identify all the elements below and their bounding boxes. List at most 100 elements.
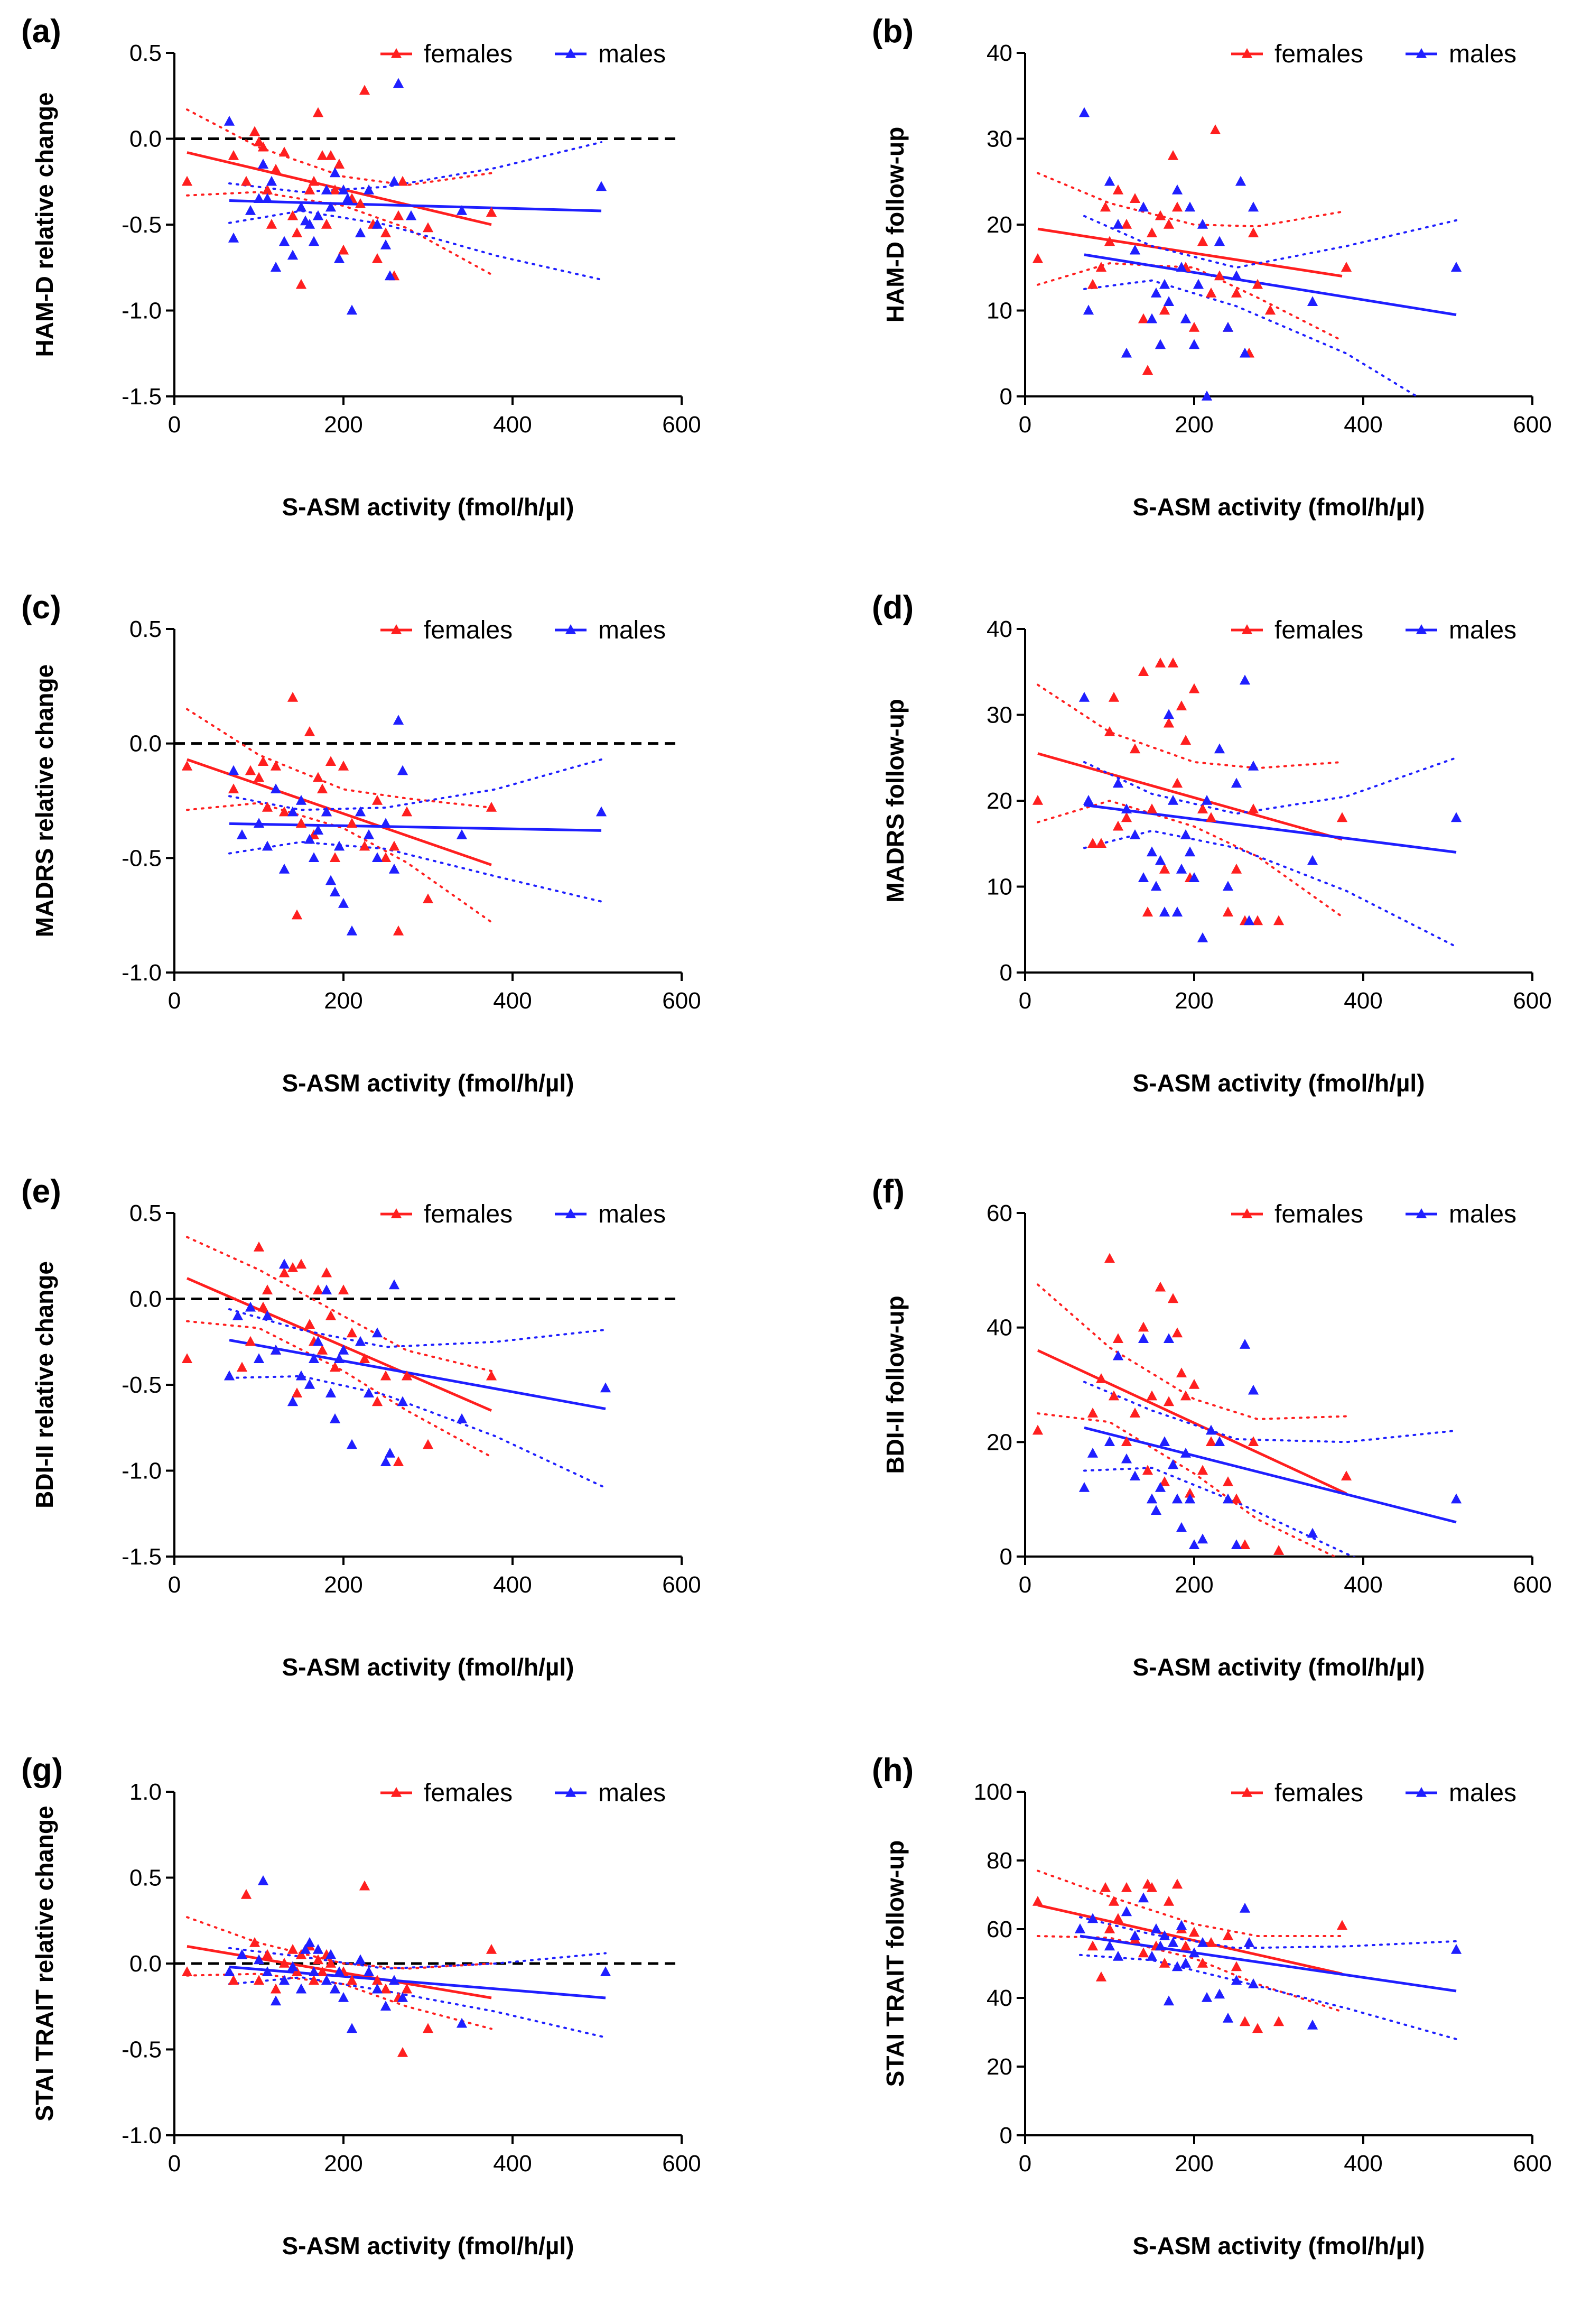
females-ci-upper-line (1037, 172, 1343, 228)
males-data-point (1248, 1384, 1259, 1395)
females-data-point (1095, 838, 1107, 848)
males-data-point (333, 253, 345, 263)
males-data-point (329, 167, 341, 178)
y-tick-label: 20 (987, 212, 1012, 238)
males-data-point (253, 1954, 265, 1965)
females-data-point (1112, 820, 1124, 831)
panel-label: (d) (872, 589, 914, 626)
males-data-point (388, 1279, 400, 1290)
males-data-point (1197, 1533, 1208, 1544)
males-data-point (1307, 1527, 1318, 1538)
males-data-point (270, 783, 282, 794)
y-axis-title: HAM-D relative change (31, 92, 58, 357)
y-tick-label: -1.0 (122, 960, 162, 986)
females-data-point (1197, 1958, 1208, 1968)
females-data-point (1095, 1971, 1107, 1982)
females-data-point (295, 1949, 307, 1959)
females-data-point (1248, 803, 1259, 813)
females-data-point (329, 184, 341, 195)
males-data-point (363, 184, 375, 195)
females-data-point (257, 141, 269, 152)
males-data-point (325, 1387, 337, 1397)
males-data-point (321, 184, 332, 195)
panel-label: (f) (872, 1173, 905, 1210)
x-tick-label: 400 (493, 2151, 532, 2177)
females-data-point (1121, 1436, 1132, 1447)
males-data-point (329, 1413, 341, 1423)
x-tick-label: 200 (1175, 988, 1213, 1014)
legend-label-females: females (424, 1200, 513, 1228)
females-data-point (278, 1267, 290, 1277)
females-data-point (1142, 365, 1153, 375)
females-data-point (329, 852, 341, 863)
y-tick-label: 30 (987, 126, 1012, 152)
x-tick-label: 400 (1344, 1572, 1382, 1598)
legend-marker-males (565, 1208, 576, 1218)
females-data-point (1108, 1390, 1120, 1401)
females-data-point (257, 756, 269, 766)
x-tick-label: 600 (1513, 412, 1551, 438)
males-data-point (1129, 829, 1141, 839)
y-tick-label: 0 (1000, 1544, 1012, 1570)
females-data-point (1197, 803, 1208, 813)
males-data-point (295, 1370, 307, 1381)
males-data-point (245, 205, 256, 215)
panel-label: (b) (872, 13, 914, 50)
males-data-point (1112, 219, 1124, 229)
males-data-point (1171, 906, 1183, 916)
females-data-point (1222, 1930, 1234, 1940)
males-data-point (380, 818, 392, 828)
panel-a: (a) -1.5 -1.0 -0.5 0.0 0.5 0 200 400 600 S-ASM act… (21, 13, 701, 521)
males-data-point (304, 219, 315, 229)
legend-label-males: males (598, 1200, 666, 1228)
females-data-point (325, 1310, 337, 1320)
x-tick-label: 0 (168, 412, 181, 438)
legend-marker-females (390, 624, 402, 634)
females-ci-lower-line (1037, 1412, 1337, 1557)
y-tick-label: 0.5 (129, 1200, 162, 1226)
females-ci-upper-line (1037, 683, 1343, 770)
males-data-point (1150, 881, 1162, 891)
males-data-point (270, 1345, 282, 1355)
males-data-point (1450, 1944, 1462, 1954)
y-tick-label: 0.5 (129, 40, 162, 66)
males-data-point (1184, 846, 1196, 857)
males-ci-upper-line (228, 1947, 607, 1970)
males-data-point (1159, 906, 1170, 916)
females-data-point (291, 909, 303, 920)
females-data-point (486, 802, 497, 812)
males-data-point (253, 193, 265, 203)
females-data-point (312, 107, 324, 117)
females-data-point (1167, 1293, 1179, 1303)
females-data-point (1341, 1470, 1352, 1481)
x-tick-label: 400 (1344, 2151, 1382, 2177)
panel-label: (g) (21, 1752, 63, 1789)
males-data-point (1193, 279, 1204, 289)
females-data-point (262, 184, 273, 195)
males-data-point (338, 1345, 349, 1355)
panel-e: (e) -1.5 -1.0 -0.5 0.0 0.5 0 200 400 600 S-ASM act… (21, 1173, 701, 1681)
males-ci-upper-line (1083, 215, 1457, 269)
females-data-point (325, 756, 337, 766)
males-data-point (304, 1379, 315, 1389)
plot-area (1037, 1869, 1457, 2040)
females-data-point (1095, 262, 1107, 272)
females-data-point (1239, 2016, 1251, 2026)
males-data-point (1180, 1448, 1192, 1458)
females-data-point (1138, 313, 1149, 323)
y-axis-title: HAM-D follow-up (881, 127, 909, 322)
females-data-point (1087, 1408, 1099, 1418)
males-data-point (304, 834, 315, 844)
females-data-point (249, 1937, 260, 1947)
females-data-point (338, 1284, 349, 1294)
y-tick-label: 20 (987, 1429, 1012, 1455)
females-data-point (291, 1966, 303, 1976)
males-data-point (295, 795, 307, 805)
legend-marker-males (565, 1787, 576, 1797)
males-data-point (1450, 812, 1462, 822)
females-data-point (278, 1958, 290, 1968)
males-ci-lower-line (228, 840, 602, 903)
females-data-point (1129, 743, 1141, 754)
males-data-point (1201, 1992, 1213, 2002)
females-data-point (253, 1975, 265, 1985)
